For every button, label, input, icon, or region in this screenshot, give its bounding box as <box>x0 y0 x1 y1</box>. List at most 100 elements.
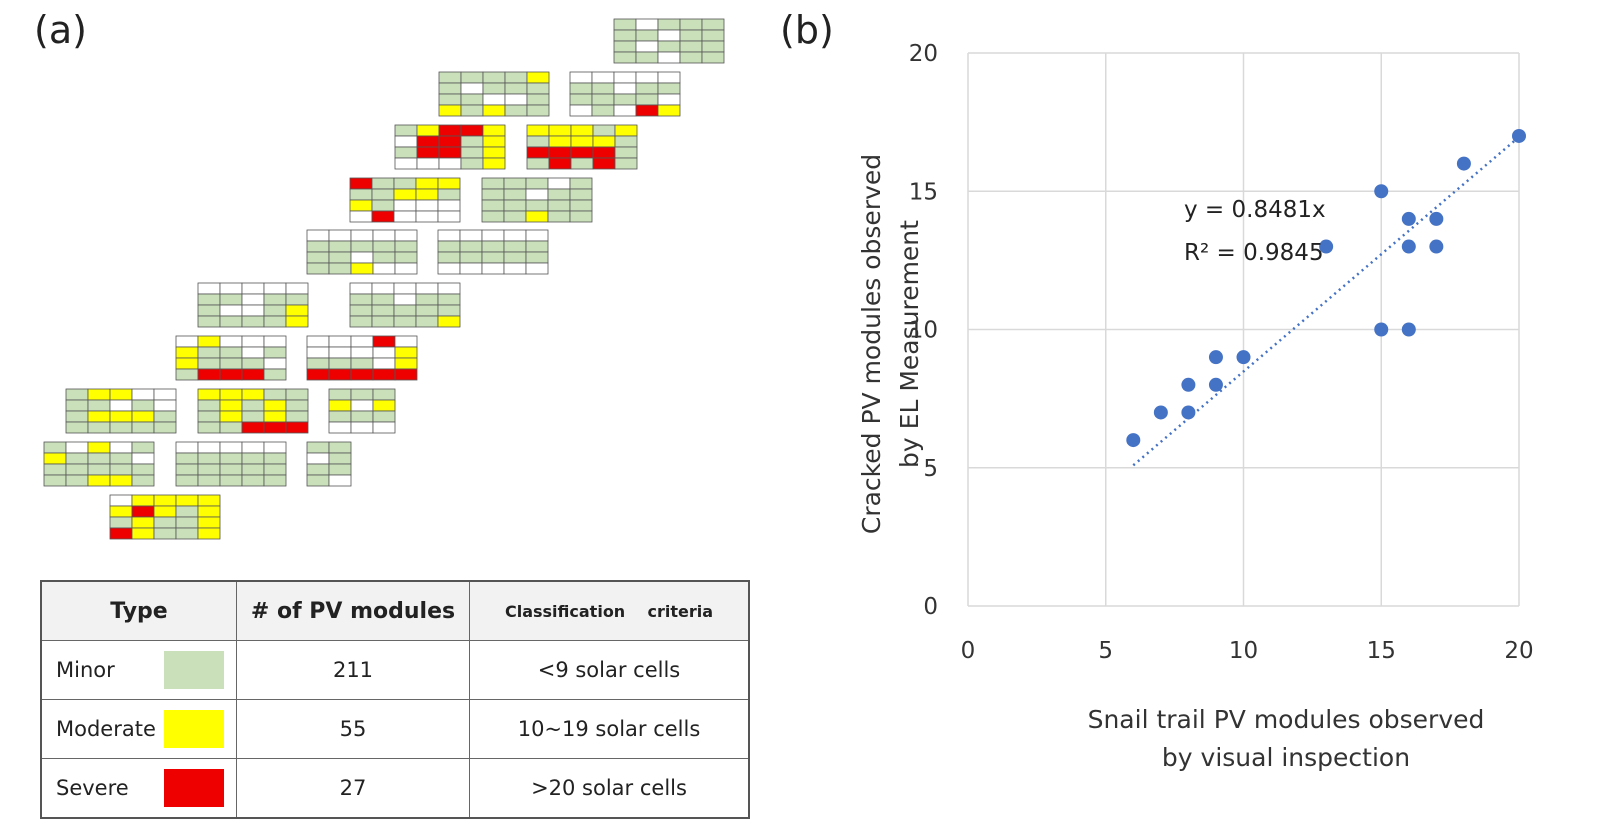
table-header-row: Type # of PV modules Classification crit… <box>40 580 750 641</box>
pv-cell <box>131 474 155 487</box>
y-tick-label: 15 <box>909 179 938 205</box>
data-point <box>1319 239 1334 254</box>
annotation-r-squared: R² = 0.9845 <box>1184 240 1324 266</box>
pv-module <box>328 388 396 434</box>
data-point <box>1236 350 1251 365</box>
pv-cell <box>526 104 550 117</box>
y-tick-label: 20 <box>909 41 938 67</box>
x-tick-label: 20 <box>1504 638 1533 664</box>
table-row-moderate: Moderate 55 10~19 solar cells <box>40 699 750 759</box>
data-point <box>1374 322 1389 337</box>
data-point <box>1456 156 1471 171</box>
header-type: Type <box>40 580 237 641</box>
criteria-severe: >20 solar cells <box>469 758 750 819</box>
x-tick-label: 10 <box>1229 638 1258 664</box>
pv-cell <box>285 421 309 434</box>
type-label-minor: Minor <box>56 658 115 682</box>
table-row-minor: Minor 211 <9 solar cells <box>40 640 750 700</box>
data-point <box>1401 322 1416 337</box>
pv-cell <box>525 262 549 275</box>
pv-module <box>481 177 593 223</box>
x-axis-label-line1: Snail trail PV modules observed <box>1088 705 1485 734</box>
trendline-layer <box>1132 136 1520 467</box>
data-point <box>1429 239 1444 254</box>
pv-module <box>65 388 177 434</box>
severe-color-swatch <box>164 769 224 807</box>
pv-module <box>197 388 309 434</box>
x-tick-label: 0 <box>961 638 976 664</box>
x-tick-label: 15 <box>1367 638 1396 664</box>
pv-module <box>437 229 549 275</box>
pv-cell <box>482 157 506 170</box>
trendline <box>1132 136 1520 467</box>
pv-cell <box>614 157 638 170</box>
pv-cell <box>263 368 287 381</box>
count-severe: 27 <box>236 758 470 819</box>
pv-cell <box>437 210 461 223</box>
pv-cell <box>437 315 461 328</box>
criteria-moderate: 10~19 solar cells <box>469 699 750 759</box>
y-axis-label-line1: Cracked PV modules observed <box>857 154 886 534</box>
pv-module <box>306 229 418 275</box>
count-moderate: 55 <box>236 699 470 759</box>
y-tick-label: 10 <box>909 318 938 344</box>
pv-module <box>109 494 221 540</box>
pv-module <box>349 282 461 328</box>
x-tick-label: 5 <box>1098 638 1113 664</box>
count-minor: 211 <box>236 640 470 700</box>
pv-array-layout-diagram <box>43 18 725 540</box>
table-row-severe: Severe 27 >20 solar cells <box>40 758 750 819</box>
pv-cell <box>328 474 352 487</box>
classification-table: Type # of PV modules Classification crit… <box>40 580 750 819</box>
pv-module <box>197 282 309 328</box>
pv-cell <box>657 104 681 117</box>
pv-module <box>438 71 550 117</box>
pv-module <box>569 71 681 117</box>
minor-color-swatch <box>164 651 224 689</box>
pv-cell <box>394 368 418 381</box>
pv-module <box>306 335 418 381</box>
data-point <box>1181 377 1196 392</box>
pv-cell <box>263 474 287 487</box>
tick-labels: 0 5 10 15 20 0 5 10 15 20 <box>909 41 1534 664</box>
data-point <box>1153 405 1168 420</box>
y-tick-label: 0 <box>923 594 938 620</box>
pv-cell <box>372 421 396 434</box>
data-point <box>1208 377 1223 392</box>
pv-cell <box>153 421 177 434</box>
type-label-severe: Severe <box>56 776 129 800</box>
pv-cell <box>701 51 725 64</box>
pv-module <box>394 124 506 170</box>
pv-cell <box>394 262 418 275</box>
pv-module <box>526 124 638 170</box>
x-axis-label-line2: by visual inspection <box>1162 743 1410 772</box>
pv-cell <box>197 527 221 540</box>
header-count: # of PV modules <box>236 580 470 641</box>
data-point <box>1208 350 1223 365</box>
pv-module <box>306 441 352 487</box>
pv-module <box>43 441 155 487</box>
annotation-equation: y = 0.8481x <box>1184 197 1326 223</box>
pv-module <box>349 177 461 223</box>
pv-module <box>175 441 287 487</box>
type-label-moderate: Moderate <box>56 717 156 741</box>
data-point <box>1374 184 1389 199</box>
data-point <box>1181 405 1196 420</box>
grid-lines <box>967 52 1520 607</box>
panel-b-label: (b) <box>780 8 834 52</box>
pv-module <box>613 18 725 64</box>
moderate-color-swatch <box>164 710 224 748</box>
panel-a-label: (a) <box>34 8 87 52</box>
data-point <box>1126 433 1141 448</box>
data-point <box>1429 211 1444 226</box>
pv-cell <box>285 315 309 328</box>
y-tick-label: 5 <box>923 456 938 482</box>
data-point <box>1401 211 1416 226</box>
pv-module <box>175 335 287 381</box>
data-points <box>1126 128 1526 448</box>
y-axis-label-line2: by EL Measurement <box>895 220 924 468</box>
data-point <box>1512 128 1526 143</box>
header-criteria: Classification criteria <box>469 580 750 641</box>
data-point <box>1401 239 1416 254</box>
